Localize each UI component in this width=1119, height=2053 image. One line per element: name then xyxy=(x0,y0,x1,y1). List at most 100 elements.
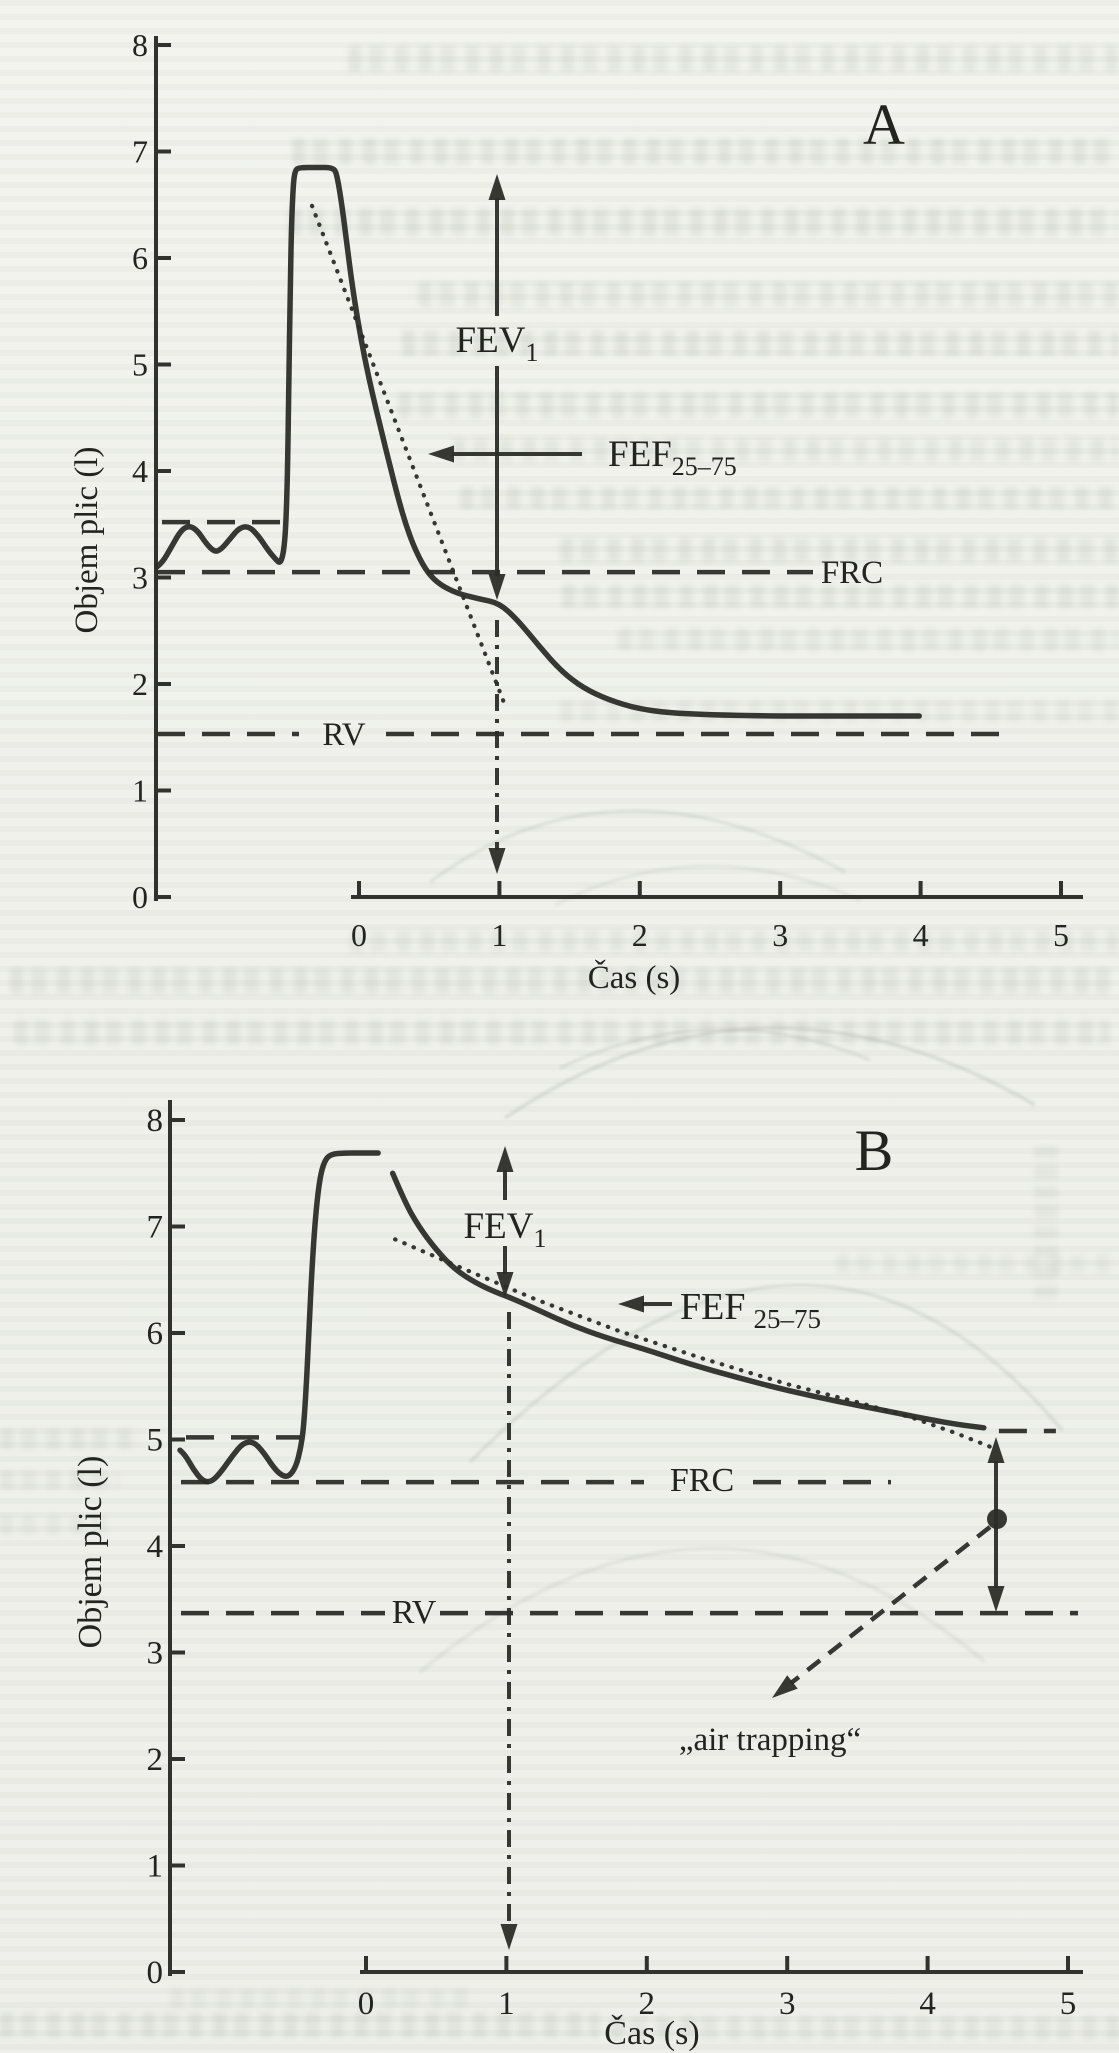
x-axis-label: Čas (s) xyxy=(604,2014,699,2052)
x-tick-label: 2 xyxy=(632,917,648,953)
bleedthrough-smudge xyxy=(398,392,1118,418)
x-tick-label: 5 xyxy=(1053,917,1069,953)
bleedthrough-smudge xyxy=(560,700,1118,723)
y-tick-label: 5 xyxy=(132,347,148,383)
fef-arrow-head xyxy=(428,445,454,463)
x-tick-label: 5 xyxy=(1060,1986,1077,2022)
fev1-label-sub: 1 xyxy=(525,338,538,367)
panel-letter: A xyxy=(863,92,905,157)
fef-label-sub: 25–75 xyxy=(753,1304,821,1334)
fef-label: FEF25–75 xyxy=(608,434,737,481)
bleedthrough-smudge xyxy=(460,486,1118,509)
frc-line-label: FRC xyxy=(670,1462,734,1499)
y-axis-label: Objem plic (l) xyxy=(72,1456,109,1649)
fev1-arrow-head xyxy=(488,574,506,600)
panel-letter-main: A xyxy=(863,92,905,157)
fef-label-main: FEF xyxy=(608,434,672,475)
bleedthrough-smudge xyxy=(418,282,1118,307)
bleedthrough-smudge xyxy=(14,1020,1110,1045)
series-spirogram-forced-expiration xyxy=(389,1170,987,1431)
y-tick-label: 6 xyxy=(147,1316,164,1352)
y-tick-label: 2 xyxy=(147,1742,164,1778)
trapped-gas-arrow-head xyxy=(987,1437,1005,1463)
fev1-arrow-head xyxy=(496,1146,514,1172)
bleedthrough-arc xyxy=(428,809,846,884)
bleedthrough-arc xyxy=(468,1283,1064,1464)
y-tick-label: 6 xyxy=(132,240,148,276)
fev1-label: FEV1 xyxy=(464,1206,547,1253)
bleedthrough-smudge xyxy=(1034,1146,1058,1306)
series-spirogram xyxy=(154,164,922,719)
air-trapping-pointer-line xyxy=(789,1525,992,1685)
chart-A: 0 1 2 3 4 5 6 7 8 0 1 2 3 4 5 Čas (s) Objem plic (l) FRC R… xyxy=(69,27,1083,996)
fev1-label: FEV1 xyxy=(456,320,539,367)
x-tick-label: 4 xyxy=(913,917,929,953)
fev1-label-main: FEV xyxy=(456,320,526,361)
air-trapping-pointer-head xyxy=(772,1675,798,1698)
bleedthrough-smudge xyxy=(452,438,1118,462)
series-spirogram-tidal-inspiration xyxy=(177,1150,381,1485)
air-trapping-label-main: „air trapping“ xyxy=(679,1722,861,1758)
bleedthrough-smudge xyxy=(0,2012,600,2038)
y-tick-label: 3 xyxy=(147,1636,164,1672)
fef-label-sub: 25–75 xyxy=(672,452,737,481)
bleedthrough-smudge xyxy=(836,1254,1118,1274)
panel-letter-main: B xyxy=(855,1118,894,1183)
chart-B: 0 1 2 3 4 5 6 7 8 0 1 2 3 4 5 Čas (s) Objem plic (l) FRC R… xyxy=(72,1100,1083,2052)
bleedthrough-smudge xyxy=(618,628,1118,651)
panel-letter: B xyxy=(855,1118,894,1183)
x-tick-label: 3 xyxy=(779,1986,796,2022)
rv-line-label: RV xyxy=(392,1594,437,1631)
bleedthrough-arc xyxy=(554,864,861,907)
fev1-label-sub: 1 xyxy=(533,1224,546,1253)
fef-arrow-head xyxy=(618,1295,644,1313)
y-tick-label: 7 xyxy=(132,134,148,170)
y-tick-label: 1 xyxy=(147,1849,164,1885)
trapped-gas-dot xyxy=(987,1509,1007,1529)
bleedthrough-arc xyxy=(504,1026,1036,1120)
bleedthrough-smudge xyxy=(562,584,1118,608)
x-axis-label: Čas (s) xyxy=(588,958,681,996)
y-tick-label: 8 xyxy=(132,27,148,63)
x-tick-label: 4 xyxy=(919,1986,936,2022)
fev1-arrow-head xyxy=(496,1272,514,1298)
bleedthrough-arc xyxy=(559,1027,871,1070)
bleedthrough-smudge xyxy=(292,138,1118,165)
bleedthrough-smudge xyxy=(170,1988,470,2008)
frc-line-label: FRC xyxy=(821,555,883,591)
bleedthrough-smudge xyxy=(0,1515,110,1535)
bleedthrough-smudge xyxy=(402,330,1118,356)
x-tick-label: 0 xyxy=(358,1986,375,2022)
bleedthrough-smudge xyxy=(348,46,1118,72)
y-axis-label: Objem plic (l) xyxy=(69,447,105,634)
y-tick-label: 1 xyxy=(132,773,148,809)
y-tick-label: 5 xyxy=(147,1423,164,1459)
bleedthrough-smudge xyxy=(288,208,1118,236)
bleedthrough-smudge xyxy=(10,968,1110,994)
one-second-marker-head xyxy=(500,1924,518,1950)
trapped-gas-arrow-head xyxy=(987,1586,1005,1612)
bleedthrough-arc xyxy=(418,1546,987,1674)
y-tick-label: 4 xyxy=(147,1529,164,1565)
bleedthrough-smudge xyxy=(560,538,1118,562)
air-trapping-label: „air trapping“ xyxy=(679,1722,861,1758)
one-second-marker-head xyxy=(488,848,506,874)
x-tick-label: 1 xyxy=(498,1986,515,2022)
y-tick-label: 8 xyxy=(147,1103,164,1139)
fev1-label-main: FEV xyxy=(464,1206,534,1247)
x-tick-label: 3 xyxy=(772,917,788,953)
bleedthrough-smudge xyxy=(610,2016,1119,2040)
series-fef-slope-dotted xyxy=(309,203,508,708)
bleedthrough-smudge xyxy=(0,1428,140,1450)
y-tick-label: 2 xyxy=(132,666,148,702)
fef-label-main: FEF xyxy=(680,1286,745,1328)
y-tick-label: 3 xyxy=(132,560,148,596)
bleedthrough-smudge xyxy=(350,930,1118,952)
x-tick-label: 1 xyxy=(491,917,507,953)
series-fef-slope-dotted xyxy=(393,1237,993,1450)
y-tick-label: 4 xyxy=(132,453,148,489)
x-tick-label: 2 xyxy=(639,1986,656,2022)
y-tick-label: 0 xyxy=(147,1955,164,1991)
